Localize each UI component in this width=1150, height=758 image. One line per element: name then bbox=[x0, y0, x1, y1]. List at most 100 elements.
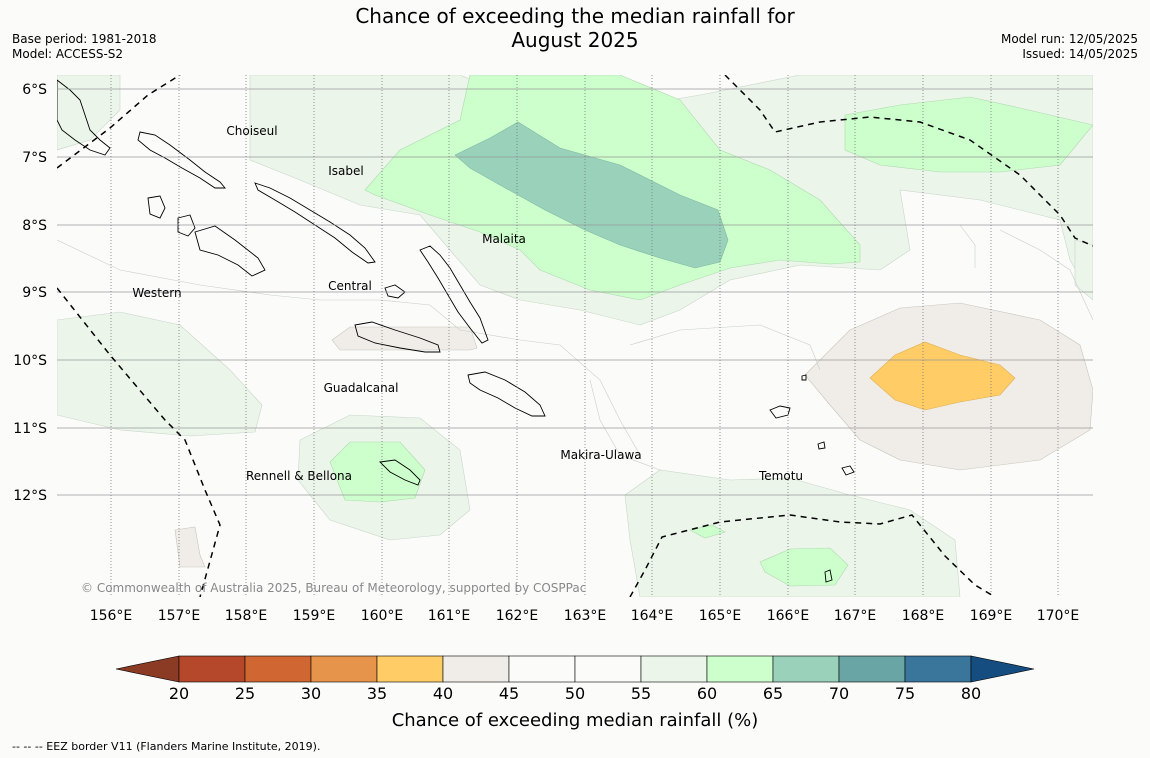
band-55-60-west bbox=[57, 311, 263, 437]
lat-label: 11°S bbox=[13, 421, 47, 437]
lon-label: 168°E bbox=[902, 608, 945, 624]
map-title-line1: Chance of exceeding the median rainfall … bbox=[355, 4, 795, 28]
lon-label: 169°E bbox=[970, 608, 1013, 624]
place-label: Isabel bbox=[328, 164, 363, 178]
malaita-island bbox=[419, 245, 489, 344]
bougainville-fragment bbox=[57, 79, 111, 156]
colorbar-title: Chance of exceeding median rainfall (%) bbox=[392, 710, 759, 731]
santa-cruz-island bbox=[769, 405, 791, 419]
colorbar-tick-label: 50 bbox=[565, 684, 585, 703]
copyright-notice: © Commonwealth of Australia 2025, Bureau… bbox=[81, 581, 586, 595]
colorbar-swatch bbox=[706, 655, 774, 683]
place-labels: Choiseul Isabel Malaita Western Central … bbox=[132, 124, 803, 483]
vella-island bbox=[194, 225, 266, 277]
lon-label: 162°E bbox=[496, 608, 539, 624]
new-georgia-island bbox=[147, 195, 166, 219]
rennell-island bbox=[379, 459, 421, 486]
band-40-45-south-west bbox=[174, 526, 206, 568]
place-label: Choiseul bbox=[226, 124, 277, 138]
colorbar-swatch bbox=[508, 655, 576, 683]
place-label: Central bbox=[328, 279, 372, 293]
small-southern-island bbox=[824, 569, 833, 583]
florida-islands bbox=[384, 284, 406, 299]
colorbar-tick-label: 70 bbox=[829, 684, 849, 703]
colorbar-swatch bbox=[310, 655, 378, 683]
issued-date: Issued: 14/05/2025 bbox=[1022, 47, 1138, 61]
colorbar-tick-label: 40 bbox=[433, 684, 453, 703]
colorbar-tick-label: 65 bbox=[763, 684, 783, 703]
lon-label: 160°E bbox=[361, 608, 404, 624]
base-period: Base period: 1981-2018 bbox=[12, 32, 157, 46]
colorbar-swatch bbox=[442, 655, 510, 683]
colorbar-tick-label: 25 bbox=[235, 684, 255, 703]
place-label: Guadalcanal bbox=[324, 381, 399, 395]
colorbar-arrow-low bbox=[115, 655, 180, 683]
band-55-60-south-east bbox=[624, 469, 961, 597]
lon-label: 165°E bbox=[699, 608, 742, 624]
colorbar-swatch bbox=[376, 655, 444, 683]
colorbar-swatch bbox=[178, 655, 246, 683]
place-label: Temotu bbox=[758, 469, 803, 483]
band-60-65-rennell bbox=[329, 441, 426, 503]
place-label: Malaita bbox=[482, 232, 526, 246]
colorbar-swatch bbox=[244, 655, 312, 683]
lon-label: 158°E bbox=[225, 608, 268, 624]
lat-label: 10°S bbox=[13, 353, 47, 369]
colorbar-swatches bbox=[178, 655, 972, 683]
colorbar-tick-label: 60 bbox=[697, 684, 717, 703]
colorbar-swatch bbox=[574, 655, 642, 683]
colorbar-ticks: 20 25 30 35 40 45 50 55 60 65 70 75 80 bbox=[169, 684, 981, 703]
makira-island bbox=[467, 371, 546, 417]
lat-label: 12°S bbox=[13, 488, 47, 504]
colorbar-swatch bbox=[640, 655, 708, 683]
band-60-65-north-east bbox=[844, 96, 1093, 173]
colorbar-swatch bbox=[904, 655, 972, 683]
isabel-island bbox=[254, 182, 376, 264]
lon-label: 161°E bbox=[428, 608, 471, 624]
choiseul-island bbox=[137, 131, 226, 189]
lon-label: 167°E bbox=[834, 608, 877, 624]
lon-label: 156°E bbox=[90, 608, 133, 624]
band-55-60-north-west-corner bbox=[57, 75, 121, 151]
small-eastern-island bbox=[801, 374, 807, 381]
colorbar-tick-label: 20 bbox=[169, 684, 189, 703]
utupua-island bbox=[817, 441, 826, 450]
band-60-65-south-east bbox=[759, 547, 849, 587]
eez-footnote: -- -- -- EEZ border V11 (Flanders Marine… bbox=[12, 740, 321, 753]
place-label: Makira-Ulawa bbox=[560, 448, 641, 462]
colorbar-legend: 20 25 30 35 40 45 50 55 60 65 70 75 80 Chance of exc… bbox=[115, 655, 1035, 731]
lon-label: 170°E bbox=[1037, 608, 1080, 624]
lon-label: 166°E bbox=[767, 608, 810, 624]
guadalcanal-island bbox=[354, 321, 441, 353]
latitude-gridlines bbox=[57, 88, 1093, 496]
lat-label: 7°S bbox=[22, 150, 47, 166]
map-frame: Choiseul Isabel Malaita Western Central … bbox=[57, 75, 1093, 597]
longitude-gridlines bbox=[110, 75, 1059, 597]
lon-label: 157°E bbox=[158, 608, 201, 624]
colorbar-tick-label: 55 bbox=[631, 684, 651, 703]
model-name: Model: ACCESS-S2 bbox=[12, 47, 124, 61]
kolombangara-island bbox=[177, 214, 196, 237]
band-35-40-east bbox=[869, 341, 1016, 411]
lat-label: 8°S bbox=[22, 218, 47, 234]
colorbar-tick-label: 80 bbox=[961, 684, 981, 703]
map-title-line2: August 2025 bbox=[511, 28, 639, 52]
eez-border bbox=[57, 75, 1093, 597]
contour-lines bbox=[57, 224, 1093, 471]
model-run-date: Model run: 12/05/2025 bbox=[1000, 32, 1138, 46]
longitude-labels: 156°E 157°E 158°E 159°E 160°E 161°E 162°… bbox=[90, 608, 1080, 624]
colorbar-tick-label: 45 bbox=[499, 684, 519, 703]
colorbar-swatch bbox=[772, 655, 840, 683]
colorbar-arrow-high bbox=[970, 655, 1035, 683]
lat-label: 6°S bbox=[22, 82, 47, 98]
colorbar-tick-label: 35 bbox=[367, 684, 387, 703]
lon-label: 164°E bbox=[631, 608, 674, 624]
colorbar-tick-label: 75 bbox=[895, 684, 915, 703]
lon-label: 159°E bbox=[293, 608, 336, 624]
lat-label: 9°S bbox=[22, 285, 47, 301]
colorbar-swatch bbox=[838, 655, 906, 683]
colorbar-tick-label: 30 bbox=[301, 684, 321, 703]
lon-label: 163°E bbox=[564, 608, 607, 624]
band-40-45-guadalcanal bbox=[331, 326, 478, 351]
